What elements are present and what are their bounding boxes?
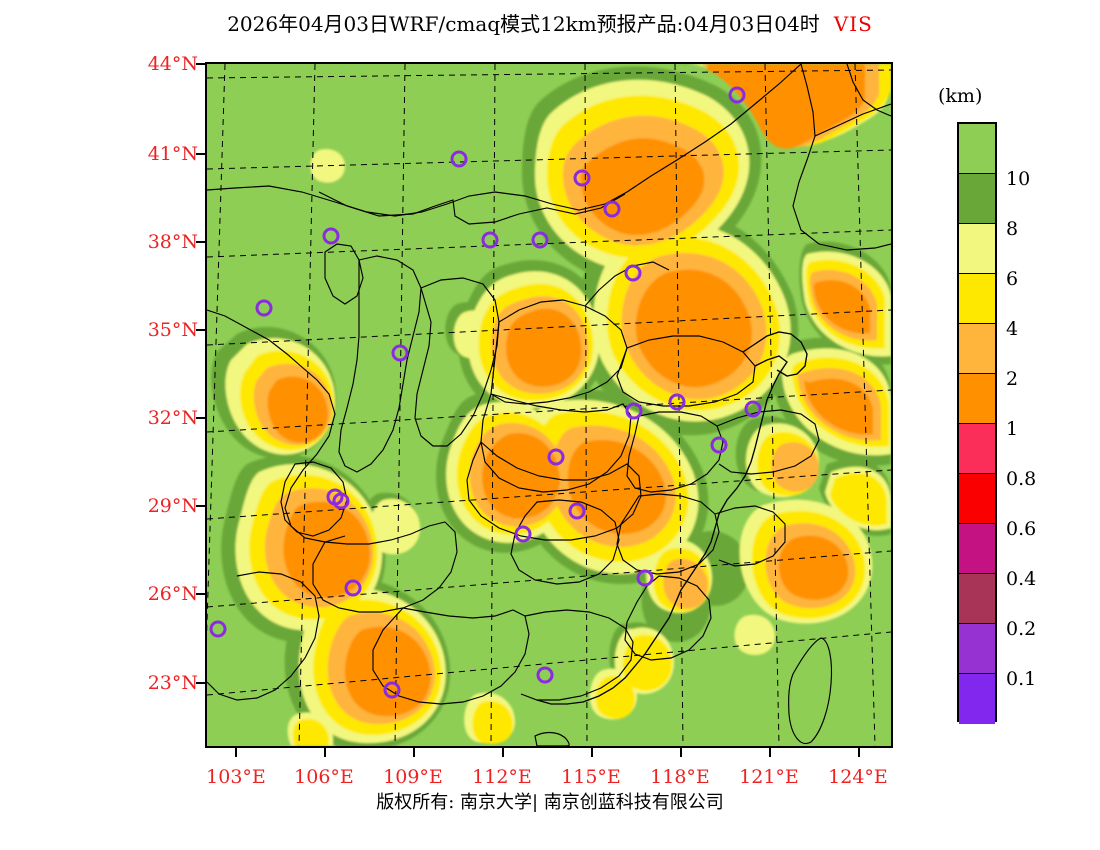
x-axis-tick-mark [858,748,860,757]
y-axis-tick-mark [196,682,205,684]
colorbar-band-8[interactable] [959,524,995,574]
station-marker[interactable] [603,200,621,218]
station-marker[interactable] [332,492,350,510]
x-axis-tick-label-7: 124°E [828,766,888,788]
colorbar-tick-label-6: 0.8 [1006,468,1037,490]
x-axis-tick-mark [324,748,326,757]
station-marker[interactable] [255,299,273,317]
y-axis-tick-mark [196,417,205,419]
station-marker[interactable] [391,344,409,362]
colorbar-band-9[interactable] [959,574,995,624]
x-axis-tick-label-6: 121°E [739,766,799,788]
colorbar-tick-label-9: 0.2 [1006,618,1037,640]
y-axis-tick-label-3: 35°N [147,319,198,341]
x-axis-tick-label-1: 106°E [294,766,354,788]
x-axis-tick-mark [591,748,593,757]
colorbar-tick-label-5: 1 [1006,418,1019,440]
y-axis-tick-mark [196,241,205,243]
colorbar-tick-label-7: 0.6 [1006,518,1037,540]
province-boundaries-layer [207,64,891,746]
station-marker[interactable] [728,86,746,104]
y-axis-tick-mark [196,329,205,331]
y-axis-tick-label-2: 38°N [147,231,198,253]
x-axis-tick-mark [502,748,504,757]
y-axis-tick-mark [196,153,205,155]
map-canvas [207,64,891,746]
station-marker[interactable] [568,502,586,520]
colorbar-tick-label-1: 8 [1006,218,1019,240]
colorbar-tick-label-2: 6 [1006,268,1019,290]
y-axis-tick-mark [196,593,205,595]
colorbar-tick-label-3: 4 [1006,318,1019,340]
station-marker[interactable] [547,448,565,466]
copyright-footer: 版权所有: 南京大学| 南京创蓝科技有限公司 [376,792,724,813]
colorbar[interactable] [957,122,997,724]
station-marker[interactable] [514,525,532,543]
colorbar-band-5[interactable] [959,374,995,424]
colorbar-tick-label-10: 0.1 [1006,668,1037,690]
x-axis-tick-mark [413,748,415,757]
y-axis-tick-label-1: 41°N [147,143,198,165]
x-axis-tick-label-2: 109°E [383,766,443,788]
station-marker[interactable] [450,150,468,168]
colorbar-band-2[interactable] [959,224,995,274]
station-marker[interactable] [624,264,642,282]
x-axis-tick-label-3: 112°E [472,766,532,788]
station-marker[interactable] [636,569,654,587]
colorbar-band-11[interactable] [959,674,995,724]
title-variable-label: VIS [833,12,873,36]
station-marker[interactable] [383,681,401,699]
x-axis-tick-mark [235,748,237,757]
title-main-text: 2026年04月03日WRF/cmaq模式12km预报产品:04月03日04时 [227,12,820,36]
station-marker[interactable] [531,231,549,249]
y-axis-tick-label-7: 23°N [147,672,198,694]
colorbar-band-0[interactable] [959,124,995,174]
forecast-map-plot[interactable] [205,62,893,748]
colorbar-band-10[interactable] [959,624,995,674]
x-axis-tick-mark [769,748,771,757]
colorbar-band-4[interactable] [959,324,995,374]
y-axis-tick-label-0: 44°N [147,53,198,75]
page-title: 2026年04月03日WRF/cmaq模式12km预报产品:04月03日04时 V… [0,8,1100,37]
colorbar-tick-label-8: 0.4 [1006,568,1037,590]
station-marker[interactable] [744,400,762,418]
colorbar-tick-label-0: 10 [1006,168,1031,190]
station-marker[interactable] [322,227,340,245]
colorbar-band-3[interactable] [959,274,995,324]
x-axis-tick-mark [680,748,682,757]
station-markers-layer [209,86,762,699]
y-axis-tick-label-5: 29°N [147,495,198,517]
x-axis-tick-label-5: 118°E [650,766,710,788]
y-axis-tick-label-6: 26°N [147,583,198,605]
coastline-layer [536,331,808,705]
y-axis-tick-mark [196,505,205,507]
station-marker[interactable] [481,231,499,249]
x-axis-tick-label-4: 115°E [561,766,621,788]
station-marker[interactable] [573,169,591,187]
x-axis-tick-label-0: 103°E [206,766,266,788]
station-marker[interactable] [344,579,362,597]
colorbar-unit-label: (km) [938,85,983,107]
y-axis-tick-mark [196,63,205,65]
y-axis-tick-label-4: 32°N [147,407,198,429]
station-marker[interactable] [536,666,554,684]
station-marker[interactable] [209,620,227,638]
station-marker[interactable] [625,402,643,420]
visibility-field-layer [211,64,891,746]
colorbar-band-7[interactable] [959,474,995,524]
station-marker[interactable] [668,393,686,411]
colorbar-band-6[interactable] [959,424,995,474]
colorbar-tick-label-4: 2 [1006,368,1019,390]
colorbar-band-1[interactable] [959,174,995,224]
station-marker[interactable] [710,436,728,454]
graticule-layer [207,64,891,746]
